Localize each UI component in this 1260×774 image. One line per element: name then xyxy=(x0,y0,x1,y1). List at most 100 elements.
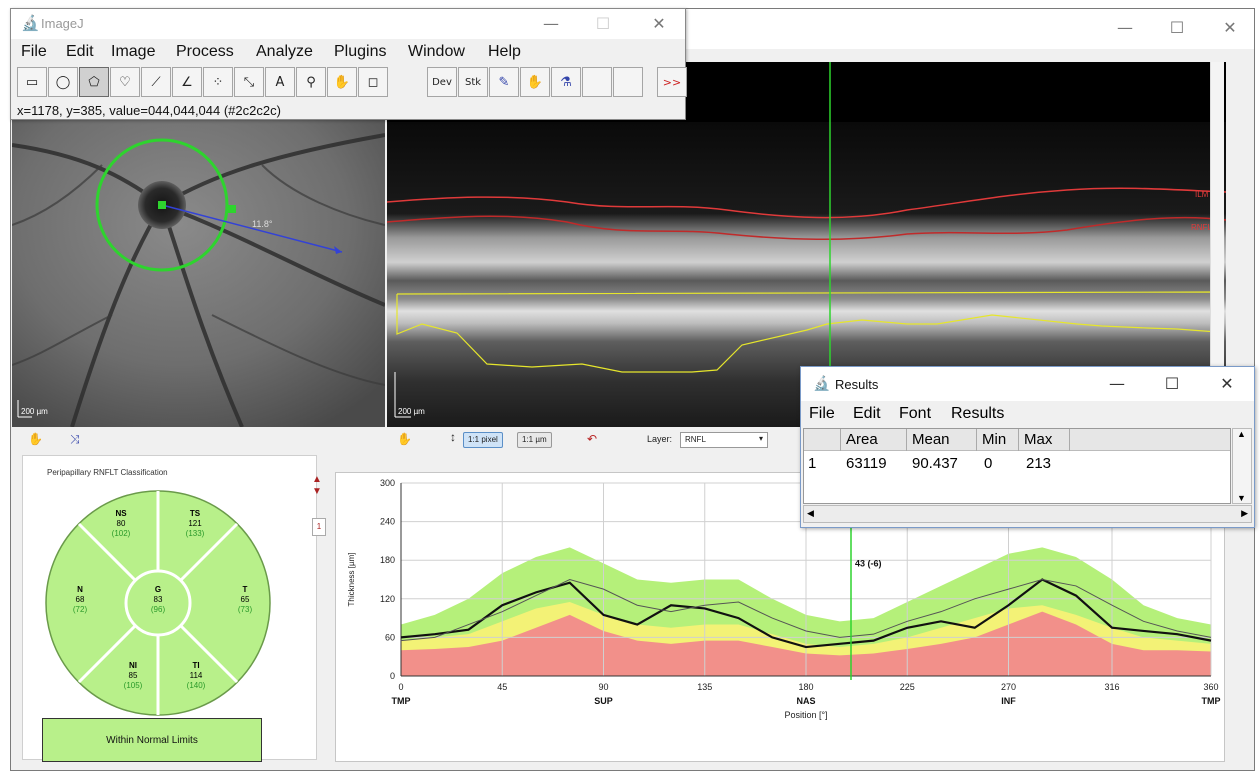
fundus-scale-label: 200 µm xyxy=(21,407,48,416)
sector-ts-ref: (133) xyxy=(186,529,205,538)
x-tick-label: 135 xyxy=(697,682,712,692)
table-row[interactable]: 1 63119 90.437 0 213 xyxy=(804,453,1230,475)
menu-image[interactable]: Image xyxy=(111,43,156,60)
scroll-right-icon[interactable]: ▶ xyxy=(1241,508,1248,518)
menu-file[interactable]: File xyxy=(21,43,47,60)
hand-icon[interactable]: ✋ xyxy=(28,432,43,446)
imagej-title: ImageJ xyxy=(41,16,84,31)
sector-ts-name: TS xyxy=(190,509,201,518)
pixel-zoom-button[interactable]: 1:1 pixel xyxy=(463,432,503,448)
results-menu-edit[interactable]: Edit xyxy=(853,405,881,422)
scroll-down-icon[interactable]: ▼ xyxy=(1237,493,1246,503)
classification-title: Peripapillary RNFLT Classification xyxy=(47,468,168,477)
results-menu-font[interactable]: Font xyxy=(899,405,932,422)
wand-tool-icon[interactable]: ⤡ xyxy=(234,67,264,97)
y-tick-label: 300 xyxy=(380,478,395,488)
oval-tool-icon[interactable]: ◯ xyxy=(48,67,78,97)
arrow-up-icon[interactable]: ▲ xyxy=(312,474,322,485)
angle-tool-icon[interactable]: ∠ xyxy=(172,67,202,97)
oct-vertical-scrollbar[interactable] xyxy=(1210,62,1224,427)
dev-button[interactable]: Dev xyxy=(427,67,457,97)
brush-icon[interactable]: ✎ xyxy=(489,67,519,97)
results-menu-file[interactable]: File xyxy=(809,405,835,422)
drop-icon[interactable]: ✋ xyxy=(520,67,550,97)
menu-plugins[interactable]: Plugins xyxy=(334,43,387,60)
results-minimize-icon[interactable]: — xyxy=(1109,374,1125,393)
empty-tool-2[interactable] xyxy=(613,67,643,97)
measure-icon[interactable]: ⤨ xyxy=(70,432,80,446)
col-area[interactable]: Area xyxy=(846,431,878,448)
page-number[interactable]: 1 xyxy=(312,518,326,536)
sector-ns-value: 80 xyxy=(117,519,126,528)
col-mean[interactable]: Mean xyxy=(912,431,950,448)
sector-ti-value: 114 xyxy=(190,671,203,680)
maximize-icon[interactable]: ☐ xyxy=(1169,18,1185,37)
imagej-maximize-icon[interactable]: ☐ xyxy=(595,14,611,33)
ilm-label: ILM xyxy=(1195,190,1209,199)
polygon-tool-icon[interactable]: ⬠ xyxy=(79,67,109,97)
y-axis-label: Thickness [µm] xyxy=(347,553,356,607)
results-table-header: Area Mean Min Max xyxy=(804,429,1230,451)
results-menu-results[interactable]: Results xyxy=(951,405,1005,422)
scroll-hand-icon[interactable]: ✋ xyxy=(327,67,357,97)
y-tick-label: 0 xyxy=(390,671,395,681)
results-microscope-icon: 🔬 xyxy=(813,375,831,391)
row-index: 1 xyxy=(808,455,817,472)
empty-tool-1[interactable] xyxy=(582,67,612,97)
close-icon[interactable]: ✕ xyxy=(1223,18,1237,37)
x-tick-label: 360 xyxy=(1203,682,1218,692)
x-tick-label: 180 xyxy=(798,682,813,692)
sector-g-ref: (96) xyxy=(151,605,166,614)
imagej-close-icon[interactable]: ✕ xyxy=(652,14,666,33)
menu-analyze[interactable]: Analyze xyxy=(256,43,313,60)
layer-label: Layer: xyxy=(647,434,673,444)
sector-ni-ref: (105) xyxy=(124,681,143,690)
menu-process[interactable]: Process xyxy=(176,43,234,60)
imagej-minimize-icon[interactable]: — xyxy=(543,14,559,33)
fit-height-icon[interactable]: ↕ xyxy=(450,430,456,444)
results-menubar: File Edit Font Results xyxy=(801,403,1254,425)
scroll-left-icon[interactable]: ◀ xyxy=(807,508,814,518)
x-axis-label: Position [°] xyxy=(784,710,827,720)
more-tools-button[interactable]: >> xyxy=(657,67,687,97)
menu-help[interactable]: Help xyxy=(488,43,521,60)
text-tool-icon[interactable]: A xyxy=(265,67,295,97)
results-titlebar: 🔬 Results — ☐ ✕ xyxy=(801,367,1254,401)
pan-icon[interactable]: ✋ xyxy=(397,432,412,446)
menu-window[interactable]: Window xyxy=(408,43,465,60)
reset-icon[interactable]: ↶ xyxy=(587,432,598,446)
cell-max: 213 xyxy=(1026,455,1052,472)
x-tick-label: 225 xyxy=(900,682,915,692)
sector-ti-name: TI xyxy=(192,661,199,670)
results-vertical-scrollbar[interactable]: ▲ ▼ xyxy=(1232,428,1252,504)
micron-zoom-button[interactable]: 1:1 µm xyxy=(517,432,552,448)
cell-mean: 90.437 xyxy=(912,455,958,472)
results-maximize-icon[interactable]: ☐ xyxy=(1164,374,1180,393)
col-min[interactable]: Min xyxy=(982,431,1007,448)
imagej-status: x=1178, y=385, value=044,044,044 (#2c2c2… xyxy=(17,103,281,118)
sector-ts-value: 121 xyxy=(188,519,202,528)
results-horizontal-scrollbar[interactable]: ◀ ▶ xyxy=(803,505,1252,523)
angle-label: 11.8° xyxy=(252,219,273,229)
magnifier-icon[interactable]: ⚲ xyxy=(296,67,326,97)
layer-select[interactable]: RNFL ▾ xyxy=(680,432,768,448)
series-line xyxy=(400,578,1212,649)
pipette-icon[interactable]: ⚗ xyxy=(551,67,581,97)
menu-edit[interactable]: Edit xyxy=(66,43,94,60)
region-label: NAS xyxy=(796,696,815,706)
line-tool-icon[interactable]: ⟋ xyxy=(141,67,171,97)
color-picker-icon[interactable]: ◻ xyxy=(358,67,388,97)
chevron-down-icon: ▾ xyxy=(758,434,763,443)
sector-t-ref: (73) xyxy=(238,605,253,614)
minimize-icon[interactable]: — xyxy=(1117,18,1133,37)
rectangle-tool-icon[interactable]: ▭ xyxy=(17,67,47,97)
fundus-image[interactable]: 11.8° 200 µm xyxy=(12,115,385,427)
results-close-icon[interactable]: ✕ xyxy=(1220,374,1234,393)
microscope-icon: 🔬 xyxy=(21,15,40,32)
stk-button[interactable]: Stk xyxy=(458,67,488,97)
freehand-tool-icon[interactable]: ♡ xyxy=(110,67,140,97)
point-tool-icon[interactable]: ⁘ xyxy=(203,67,233,97)
col-max[interactable]: Max xyxy=(1024,431,1053,448)
arrow-down-icon[interactable]: ▼ xyxy=(312,486,322,497)
scroll-up-icon[interactable]: ▲ xyxy=(1237,429,1246,439)
